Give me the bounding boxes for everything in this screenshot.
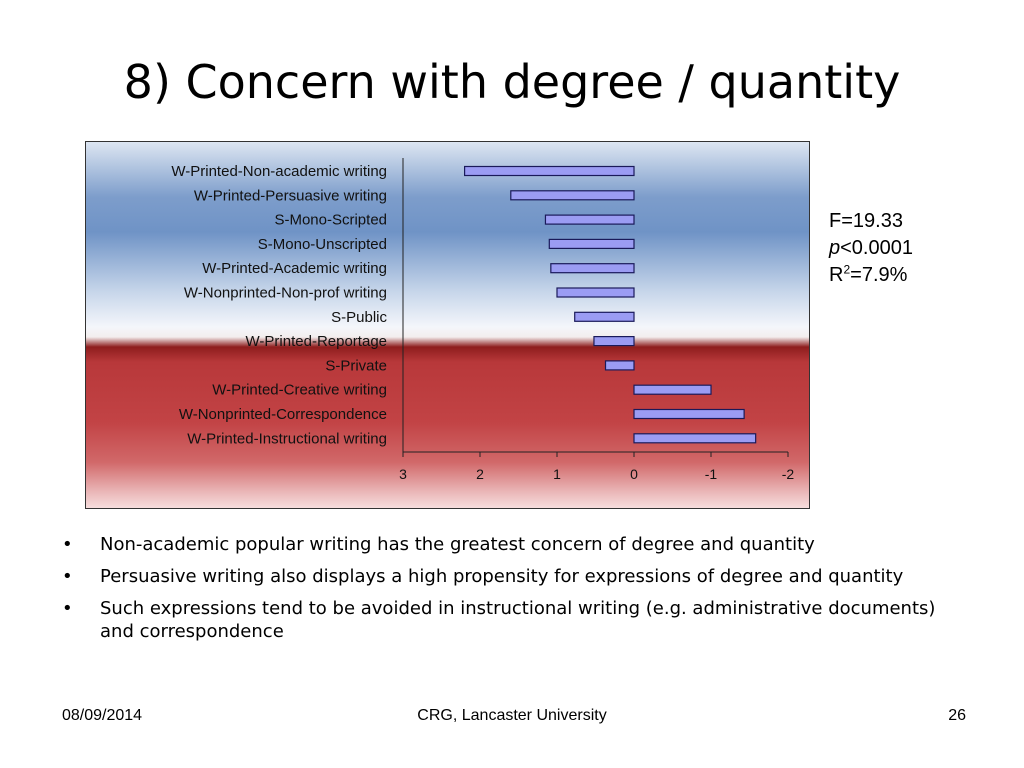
- x-tick-label: -2: [782, 466, 795, 482]
- bar: [574, 311, 635, 322]
- x-tick-label: -1: [705, 466, 718, 482]
- r-squared-text: =7.9%: [850, 264, 908, 286]
- bullet-list: • Non-academic popular writing has the gr…: [62, 533, 962, 652]
- category-label: W-Nonprinted-Non-prof writing: [184, 285, 387, 302]
- bullet-text: Persuasive writing also displays a high …: [100, 566, 904, 587]
- stats-box: F=19.33 p<0.0001 R2=7.9%: [829, 208, 913, 289]
- r-prefix: R: [829, 264, 844, 286]
- x-tick-label: 0: [630, 466, 638, 482]
- category-label: W-Printed-Academic writing: [202, 260, 387, 277]
- category-label: S-Mono-Unscripted: [258, 236, 387, 253]
- slide-title: 8) Concern with degree / quantity: [123, 55, 901, 109]
- bar: [548, 238, 635, 250]
- bar: [510, 190, 635, 201]
- p-value-text: <0.0001: [840, 237, 913, 259]
- category-label: S-Mono-Scripted: [274, 212, 387, 229]
- bullet-item: • Persuasive writing also displays a high…: [62, 565, 962, 588]
- bar: [544, 214, 635, 225]
- bullet-text: Non-academic popular writing has the gre…: [100, 534, 815, 555]
- chart-panel: 3 2 1 0 -1 -2 W-Printed-Non-academic writing W-…: [85, 141, 810, 509]
- category-label: S-Public: [331, 309, 387, 326]
- bullet-item: • Non-academic popular writing has the gr…: [62, 533, 962, 556]
- f-statistic: F=19.33: [829, 210, 903, 232]
- x-tick-label: 1: [553, 466, 561, 482]
- p-symbol: p: [829, 237, 841, 259]
- r-superscript: 2: [843, 262, 851, 277]
- bullet-dot-icon: •: [62, 566, 73, 587]
- category-label: W-Nonprinted-Correspondence: [179, 406, 387, 423]
- footer-organization: CRG, Lancaster University: [417, 707, 607, 724]
- bar: [550, 263, 635, 274]
- category-label: W-Printed-Reportage: [246, 333, 387, 350]
- bar: [604, 360, 635, 371]
- p-value: p<0.0001: [829, 235, 913, 262]
- footer-date: 08/09/2014: [62, 707, 143, 724]
- category-label: W-Printed-Instructional writing: [187, 430, 387, 447]
- category-label: W-Printed-Non-academic writing: [171, 163, 387, 180]
- bullet-item: • Such expressions tend to be avoided in …: [62, 597, 962, 643]
- bar: [464, 165, 635, 177]
- bar: [593, 336, 635, 347]
- bar: [633, 408, 745, 420]
- bar-chart: 3 2 1 0 -1 -2 W-Printed-Non-academic writing W-…: [171, 158, 795, 482]
- bullet-dot-icon: •: [62, 534, 73, 555]
- category-label: W-Printed-Persuasive writing: [194, 187, 387, 204]
- bullet-text: Such expressions tend to be avoided in i…: [100, 598, 936, 642]
- footer-page-number: 26: [948, 707, 966, 724]
- category-label: W-Printed-Creative writing: [212, 382, 387, 399]
- x-tick-label: 2: [476, 466, 484, 482]
- bullet-dot-icon: •: [62, 598, 73, 619]
- bar: [633, 433, 757, 444]
- r-squared: R2=7.9%: [829, 262, 913, 289]
- category-label: S-Private: [325, 357, 387, 374]
- x-tick-label: 3: [399, 466, 407, 482]
- bar: [556, 287, 635, 298]
- bar: [633, 384, 712, 395]
